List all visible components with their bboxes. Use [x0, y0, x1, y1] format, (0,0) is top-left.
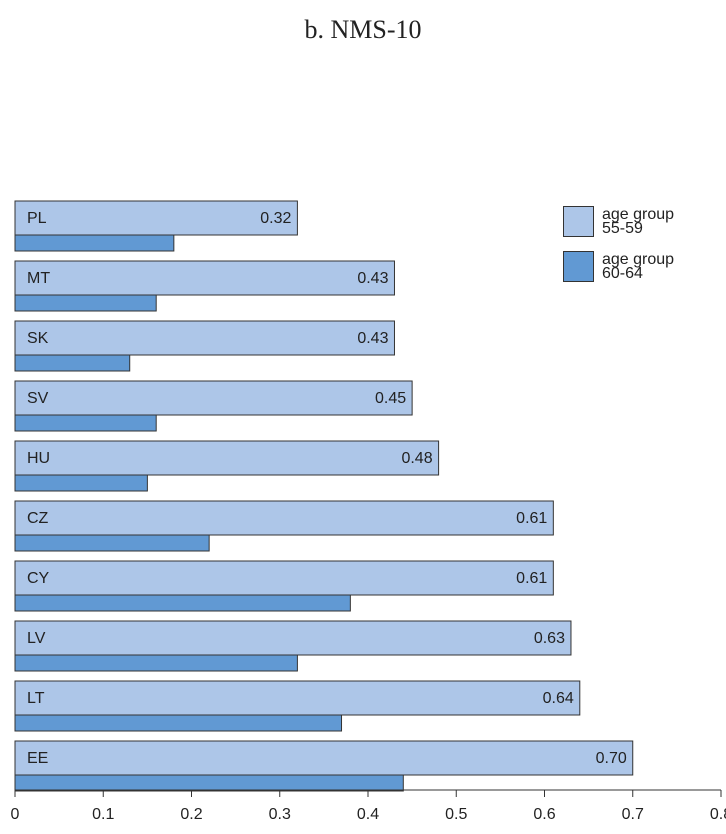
- legend-label: age group 55-59: [602, 205, 675, 237]
- value-label: 0.48: [401, 450, 432, 467]
- bar: [14, 594, 351, 612]
- value-label: 0.32: [260, 210, 291, 227]
- value-label: 0.45: [375, 390, 406, 407]
- bar: [14, 294, 157, 312]
- chart-title: b. NMS-10: [304, 15, 421, 44]
- bar: [14, 260, 395, 296]
- x-tick-label: 0.8: [710, 806, 726, 823]
- x-tick-label: 0.1: [92, 806, 114, 823]
- bar: [14, 560, 554, 596]
- x-tick-label: 0.3: [269, 806, 291, 823]
- x-tick-label: 0.7: [622, 806, 644, 823]
- bar: [14, 200, 298, 236]
- legend-swatch: [563, 251, 594, 282]
- category-label: PL: [27, 210, 47, 227]
- x-tick-label: 0.2: [180, 806, 202, 823]
- category-label: EE: [27, 750, 48, 767]
- value-label: 0.43: [357, 330, 388, 347]
- category-label: CZ: [27, 510, 49, 527]
- bar: [14, 534, 210, 552]
- legend-label: age group 60-64: [602, 250, 675, 282]
- legend-item: age group 60-64: [563, 251, 682, 282]
- category-label: HU: [27, 450, 50, 467]
- legend-swatch: [563, 206, 594, 237]
- bar: [14, 474, 148, 492]
- bar: [14, 234, 175, 252]
- value-label: 0.61: [516, 570, 547, 587]
- bar: [14, 680, 581, 716]
- bar: [14, 500, 554, 536]
- bar: [14, 380, 413, 416]
- x-tick-label: 0.6: [533, 806, 555, 823]
- value-label: 0.63: [534, 630, 565, 647]
- category-label: LT: [27, 690, 45, 707]
- bar: [14, 714, 343, 732]
- legend-item: age group 55-59: [563, 206, 682, 237]
- value-label: 0.64: [543, 690, 574, 707]
- bar: [14, 414, 157, 432]
- category-label: SV: [27, 390, 49, 407]
- category-label: CY: [27, 570, 50, 587]
- category-label: MT: [27, 270, 50, 287]
- bar: [14, 774, 404, 792]
- bar: [14, 654, 298, 672]
- category-label: SK: [27, 330, 49, 347]
- value-label: 0.43: [357, 270, 388, 287]
- category-label: LV: [27, 630, 46, 647]
- bar: [14, 354, 131, 372]
- value-label: 0.70: [596, 750, 627, 767]
- x-tick-label: 0: [11, 806, 20, 823]
- x-tick-label: 0.5: [445, 806, 467, 823]
- x-tick-label: 0.4: [357, 806, 379, 823]
- value-label: 0.61: [516, 510, 547, 527]
- bar: [14, 740, 634, 776]
- bar: [14, 320, 395, 356]
- bar: [14, 620, 572, 656]
- bar: [14, 440, 440, 476]
